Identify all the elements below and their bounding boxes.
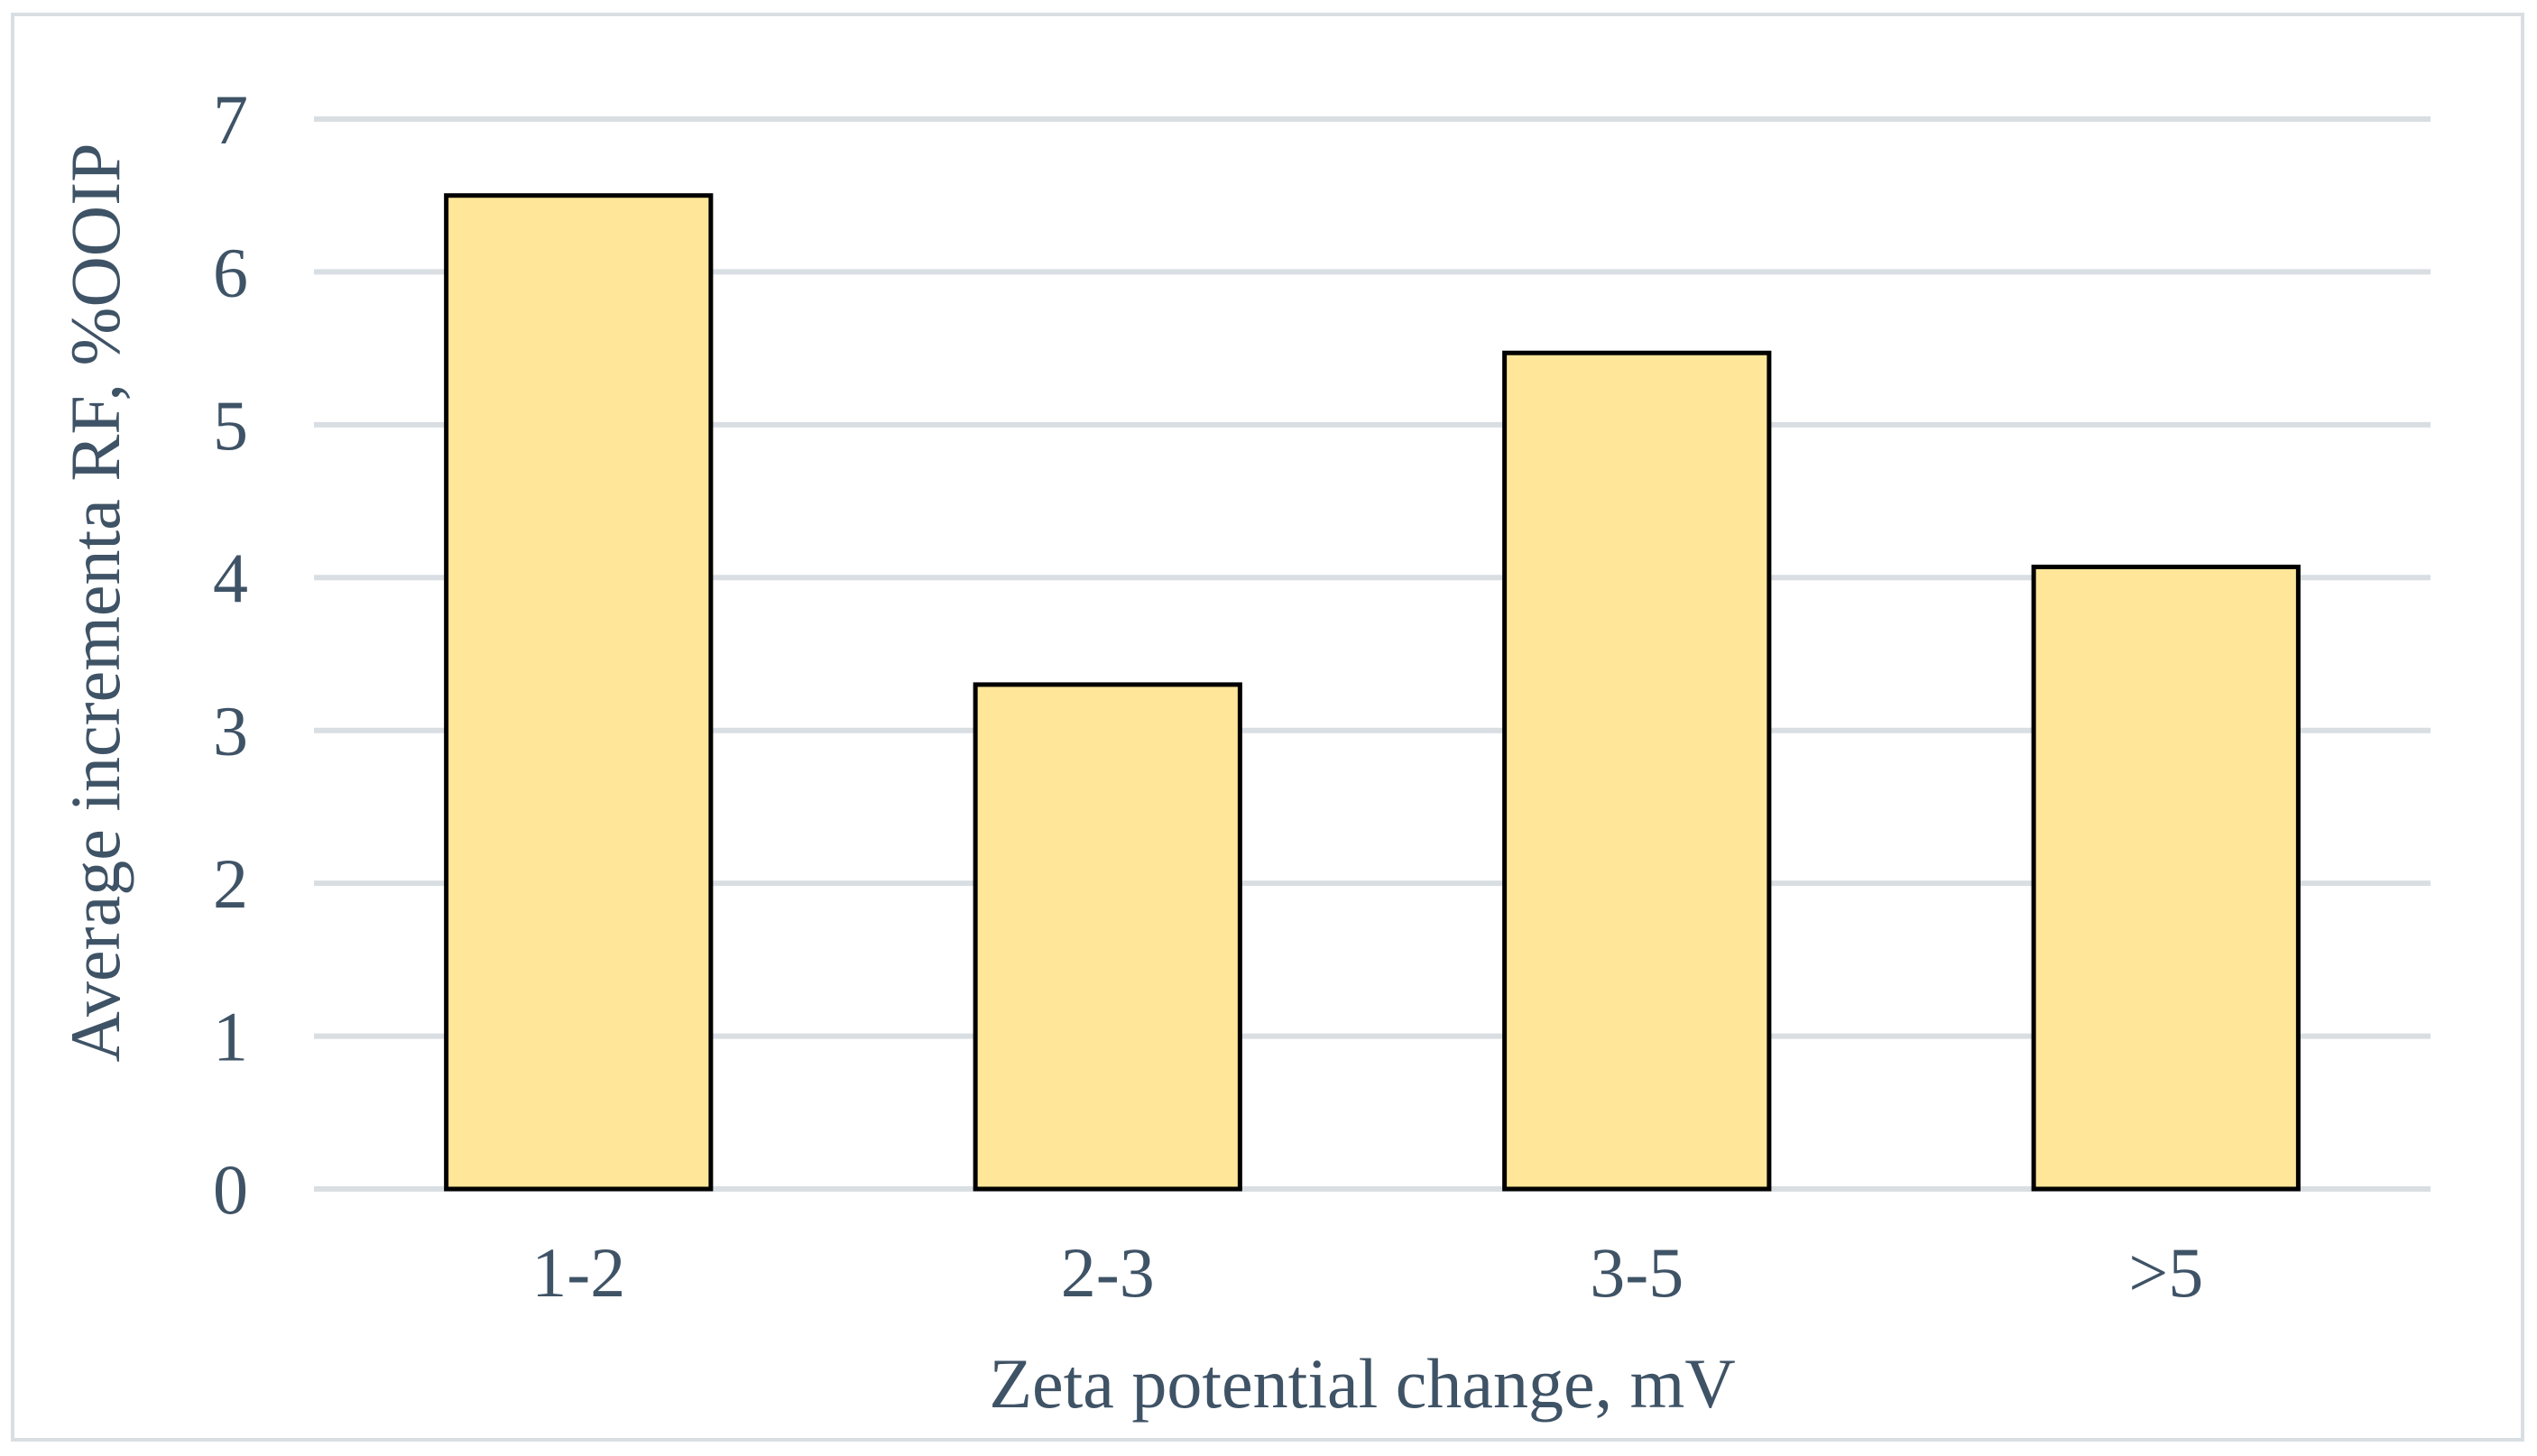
y-tick-label: 5 (213, 386, 248, 465)
y-tick-label: 0 (213, 1150, 248, 1229)
x-tick-label: 1-2 (531, 1233, 625, 1312)
bar-1-2 (444, 193, 714, 1192)
bars (444, 193, 2301, 1192)
y-axis-title: Average incrementa RF, %OOIP (56, 143, 134, 1063)
bar-2-3 (973, 682, 1242, 1192)
y-tick-label: 2 (213, 844, 248, 923)
y-tick-label: 6 (213, 233, 248, 311)
bar->5 (2031, 564, 2301, 1192)
x-axis-ticks: 1-2 2-3 3-5 >5 (531, 1233, 2203, 1312)
x-tick-label: 2-3 (1061, 1233, 1155, 1312)
y-tick-label: 1 (213, 998, 248, 1076)
y-axis-ticks: 0 1 2 3 4 5 6 7 (213, 80, 248, 1229)
x-tick-label: 3-5 (1590, 1233, 1684, 1312)
bar-3-5 (1502, 350, 1772, 1192)
y-tick-label: 3 (213, 692, 248, 770)
x-axis-title: Zeta potential change, mV (989, 1344, 1735, 1423)
x-tick-label: >5 (2128, 1233, 2203, 1312)
y-tick-label: 7 (213, 80, 248, 159)
y-tick-label: 4 (213, 539, 248, 617)
